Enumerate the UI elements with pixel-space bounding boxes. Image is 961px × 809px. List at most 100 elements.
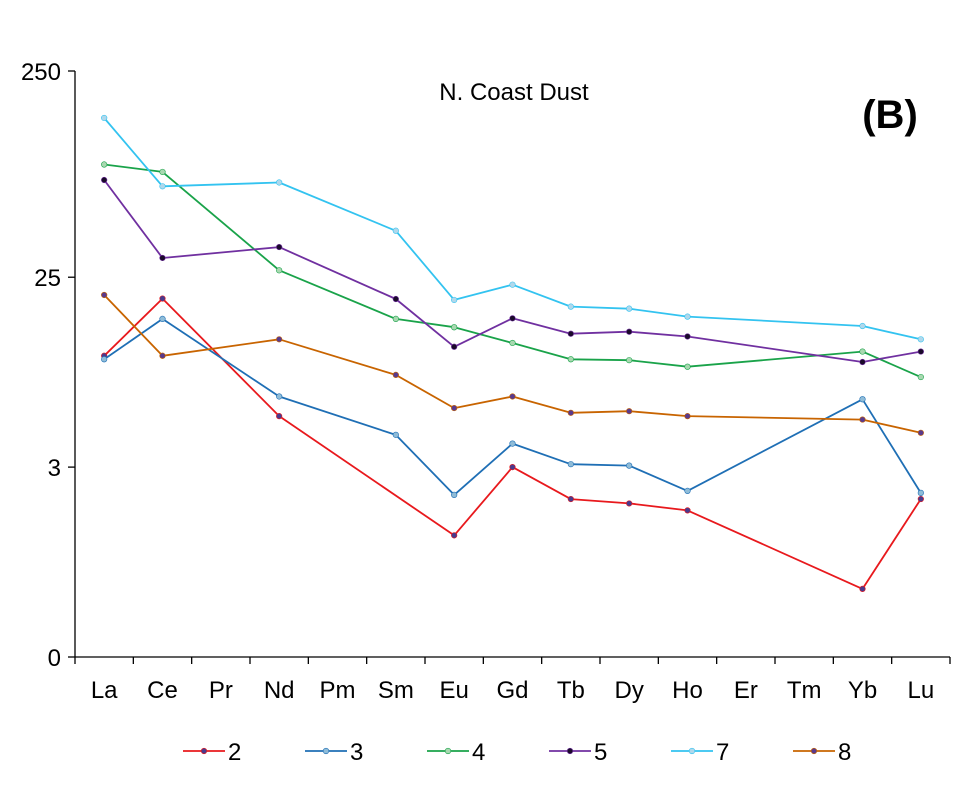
data-point bbox=[509, 440, 516, 447]
series-layer bbox=[101, 114, 924, 593]
data-point bbox=[626, 500, 633, 507]
legend-marker bbox=[688, 747, 696, 755]
legend-label-5: 5 bbox=[594, 739, 607, 766]
data-point bbox=[684, 413, 691, 420]
data-point bbox=[159, 168, 166, 176]
legend-label-2: 2 bbox=[228, 739, 241, 766]
data-point bbox=[392, 227, 399, 234]
x-tick-label-ho: Ho bbox=[672, 677, 703, 704]
x-tick-label-nd: Nd bbox=[264, 677, 295, 704]
data-point bbox=[276, 179, 283, 186]
legend-label-4: 4 bbox=[472, 739, 485, 766]
x-tick-label-ce: Ce bbox=[147, 677, 178, 704]
legend: 2 3 4 5 7 8 bbox=[183, 739, 851, 766]
data-point bbox=[917, 348, 924, 355]
data-point bbox=[684, 333, 691, 340]
data-point bbox=[509, 464, 516, 471]
data-point bbox=[101, 161, 108, 168]
data-point bbox=[917, 429, 924, 436]
data-point bbox=[276, 413, 283, 420]
data-point bbox=[626, 305, 633, 312]
y-tick-label: 0 bbox=[48, 645, 61, 672]
data-point bbox=[451, 532, 458, 539]
x-tick-label-tm: Tm bbox=[787, 677, 822, 704]
y-tick-label: 3 bbox=[48, 455, 61, 482]
data-point bbox=[684, 507, 691, 514]
x-tick-label-pr: Pr bbox=[209, 677, 233, 704]
data-point bbox=[626, 408, 633, 415]
legend-marker bbox=[444, 747, 452, 755]
legend-marker bbox=[566, 747, 574, 755]
x-tick-label-pm: Pm bbox=[320, 677, 356, 704]
data-point bbox=[917, 373, 924, 381]
data-point bbox=[159, 295, 166, 302]
data-point bbox=[684, 363, 691, 370]
data-point bbox=[392, 315, 399, 322]
data-point bbox=[509, 393, 516, 400]
data-point bbox=[684, 487, 691, 495]
legend-marker bbox=[322, 747, 330, 755]
data-point bbox=[859, 348, 866, 355]
data-point bbox=[276, 243, 283, 251]
panel-label: (B) bbox=[862, 93, 918, 137]
data-point bbox=[159, 352, 166, 359]
data-point bbox=[276, 267, 283, 274]
data-point bbox=[684, 313, 691, 320]
y-tick-label: 25 bbox=[34, 265, 61, 292]
chart-title: N. Coast Dust bbox=[439, 79, 589, 106]
legend-marker bbox=[810, 747, 818, 755]
data-point bbox=[567, 409, 574, 416]
x-tick-label-eu: Eu bbox=[439, 677, 468, 704]
data-point bbox=[917, 495, 924, 503]
data-point bbox=[567, 356, 574, 363]
legend-label-8: 8 bbox=[838, 739, 851, 766]
x-tick-label-dy: Dy bbox=[614, 677, 643, 704]
data-point bbox=[101, 176, 108, 184]
data-point bbox=[392, 295, 399, 303]
data-point bbox=[859, 585, 866, 593]
x-tick-label-gd: Gd bbox=[496, 677, 528, 704]
data-point bbox=[567, 495, 574, 503]
data-point bbox=[567, 330, 574, 337]
data-point bbox=[451, 491, 458, 498]
x-tick-label-lu: Lu bbox=[907, 677, 934, 704]
data-point bbox=[451, 296, 458, 304]
data-point bbox=[392, 431, 399, 438]
data-point bbox=[159, 254, 166, 262]
data-point bbox=[159, 315, 166, 322]
x-tick-label-tb: Tb bbox=[557, 677, 585, 704]
data-point bbox=[567, 461, 574, 468]
data-point bbox=[859, 358, 866, 366]
data-point bbox=[276, 393, 283, 400]
data-point bbox=[101, 356, 108, 363]
data-point bbox=[509, 315, 516, 322]
data-point bbox=[509, 281, 516, 288]
x-tick-label-yb: Yb bbox=[848, 677, 877, 704]
data-point bbox=[626, 462, 633, 469]
legend-marker bbox=[200, 747, 208, 755]
data-point bbox=[276, 336, 283, 343]
data-point bbox=[101, 114, 108, 122]
data-point bbox=[917, 489, 924, 496]
y-tick-label: 250 bbox=[21, 59, 61, 86]
data-point bbox=[626, 328, 633, 335]
data-point bbox=[859, 396, 866, 403]
data-point bbox=[451, 404, 458, 412]
data-point bbox=[451, 343, 458, 350]
data-point bbox=[392, 371, 399, 378]
legend-label-3: 3 bbox=[350, 739, 363, 766]
data-point bbox=[626, 357, 633, 364]
axes: 250 25 3 0 La Ce Pr Nd Pm Sm Eu Gd Tb Dy Ho Er Tm Yb Lu bbox=[21, 59, 951, 704]
data-point bbox=[451, 324, 458, 331]
x-tick-label-er: Er bbox=[734, 677, 758, 704]
data-point bbox=[101, 291, 108, 299]
x-tick-label-sm: Sm bbox=[378, 677, 414, 704]
data-point bbox=[159, 183, 166, 190]
data-point bbox=[917, 336, 924, 343]
data-point bbox=[859, 322, 866, 330]
data-point bbox=[567, 303, 574, 310]
data-point bbox=[859, 416, 866, 423]
legend-label-7: 7 bbox=[716, 739, 729, 766]
